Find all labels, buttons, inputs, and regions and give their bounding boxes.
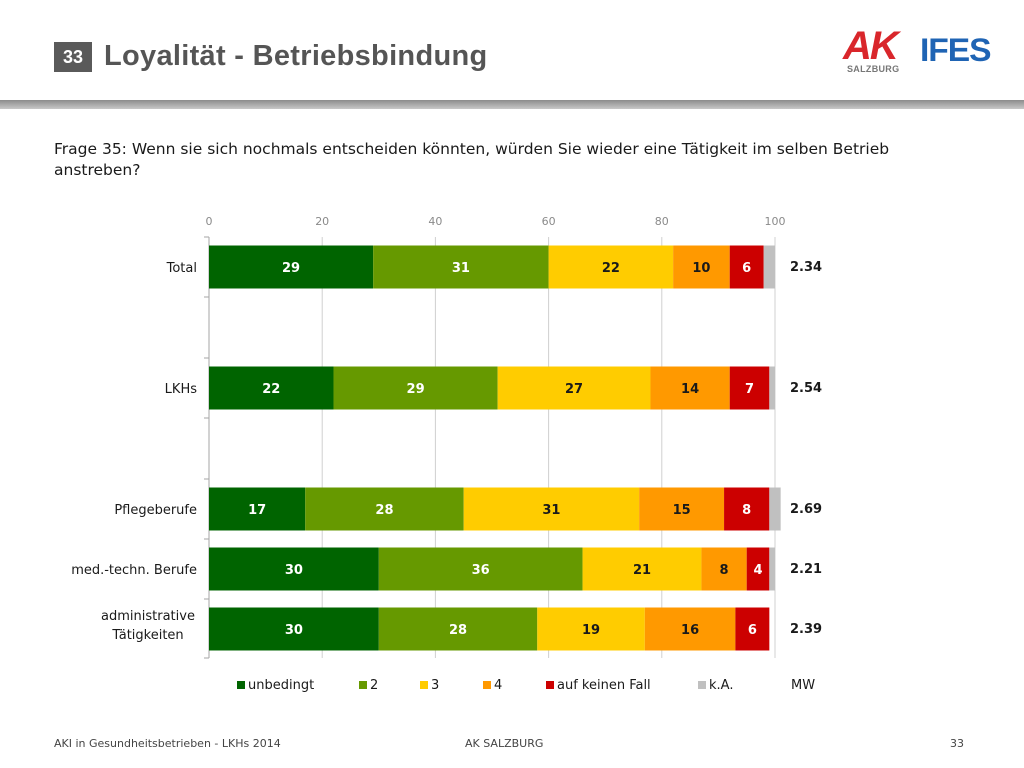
data-label: 10	[692, 261, 710, 276]
bar-segment	[729, 366, 770, 410]
bar-segment	[729, 245, 764, 289]
data-label: 19	[582, 623, 600, 638]
mw-legend-label: MW	[791, 678, 815, 693]
legend-swatch	[237, 681, 245, 689]
bar-segment	[769, 487, 781, 531]
legend-label: auf keinen Fall	[557, 678, 651, 693]
bar-segment	[209, 245, 374, 289]
bar-segment	[209, 607, 379, 651]
data-label: 36	[472, 563, 490, 578]
bar-segment	[378, 607, 538, 651]
data-label: 15	[673, 503, 691, 518]
ak-logo-text: AK	[843, 24, 899, 68]
legend-swatch	[698, 681, 706, 689]
data-label: 17	[248, 503, 266, 518]
data-label: 14	[681, 382, 699, 397]
data-label: 30	[285, 563, 303, 578]
bar-segment	[548, 245, 674, 289]
data-label: 31	[542, 503, 560, 518]
data-label: 29	[407, 382, 425, 397]
legend-label: 2	[370, 678, 378, 693]
legend-swatch	[546, 681, 554, 689]
legend-swatch	[483, 681, 491, 689]
category-label: med.-techn. Berufe	[71, 563, 197, 578]
ifes-logo: IFES	[920, 32, 992, 68]
x-tick-label: 80	[655, 215, 669, 228]
x-tick-label: 60	[542, 215, 556, 228]
mw-value: 2.34	[790, 260, 822, 275]
data-label: 4	[753, 563, 762, 578]
data-label: 6	[748, 623, 757, 638]
x-tick-label: 20	[315, 215, 329, 228]
category-label: Total	[166, 261, 197, 276]
legend-swatch	[359, 681, 367, 689]
category-label: LKHs	[165, 382, 198, 397]
bar-segment	[378, 547, 583, 591]
bar-segment	[763, 245, 775, 289]
data-label: 28	[449, 623, 467, 638]
category-label: Pflegeberufe	[114, 503, 197, 518]
category-label: administrative Tätigkeiten	[101, 609, 195, 643]
bar-segment	[650, 366, 730, 410]
data-label: 21	[633, 563, 651, 578]
bar-segment	[209, 547, 379, 591]
legend-swatch	[420, 681, 428, 689]
bar-segment	[497, 366, 651, 410]
data-label: 8	[742, 503, 751, 518]
ak-salzburg-logo: AK SALZBURG	[843, 24, 909, 76]
legend-label: 3	[431, 678, 439, 693]
mw-value: 2.54	[790, 381, 822, 396]
bar-segment	[582, 547, 702, 591]
data-label: 29	[282, 261, 300, 276]
slide-number-badge: 33	[54, 42, 92, 72]
data-label: 22	[262, 382, 280, 397]
bar-segment	[305, 487, 464, 531]
bar-segment	[746, 547, 770, 591]
data-label: 7	[745, 382, 754, 397]
data-label: 6	[742, 261, 751, 276]
data-label: 31	[452, 261, 470, 276]
footer-page-number: 33	[950, 737, 964, 750]
legend-label: unbedingt	[248, 678, 314, 693]
data-label: 30	[285, 623, 303, 638]
bar-segment	[724, 487, 770, 531]
bar-segment	[333, 366, 498, 410]
data-label: 27	[565, 382, 583, 397]
bar-segment	[673, 245, 730, 289]
bar-segment	[639, 487, 725, 531]
bar-segment	[463, 487, 640, 531]
mw-value: 2.21	[790, 562, 822, 577]
bar-segment	[769, 547, 775, 591]
bar-segment	[373, 245, 549, 289]
bar-segment	[537, 607, 645, 651]
x-tick-label: 40	[428, 215, 442, 228]
data-label: 16	[681, 623, 699, 638]
footer-organization: AK SALZBURG	[465, 737, 544, 750]
x-tick-label: 0	[206, 215, 213, 228]
page-title: Loyalität - Betriebsbindung	[104, 40, 488, 72]
bar-segment	[644, 607, 736, 651]
legend-label: k.A.	[709, 678, 733, 693]
data-label: 28	[375, 503, 393, 518]
bar-segment	[735, 607, 770, 651]
mw-value: 2.39	[790, 622, 822, 637]
question-text: Frage 35: Wenn sie sich nochmals entsche…	[54, 140, 890, 179]
x-tick-label: 100	[765, 215, 786, 228]
bar-segment	[209, 366, 334, 410]
legend-label: 4	[494, 678, 502, 693]
data-label: 22	[602, 261, 620, 276]
mw-value: 2.69	[790, 502, 822, 517]
bar-segment	[769, 366, 775, 410]
bar-segment	[209, 487, 306, 531]
footer-source: AKI in Gesundheitsbetrieben - LKHs 2014	[54, 737, 281, 750]
bar-segment	[701, 547, 747, 591]
data-label: 8	[720, 563, 729, 578]
ak-logo-subtext: SALZBURG	[847, 64, 900, 74]
title-divider	[0, 100, 1024, 109]
